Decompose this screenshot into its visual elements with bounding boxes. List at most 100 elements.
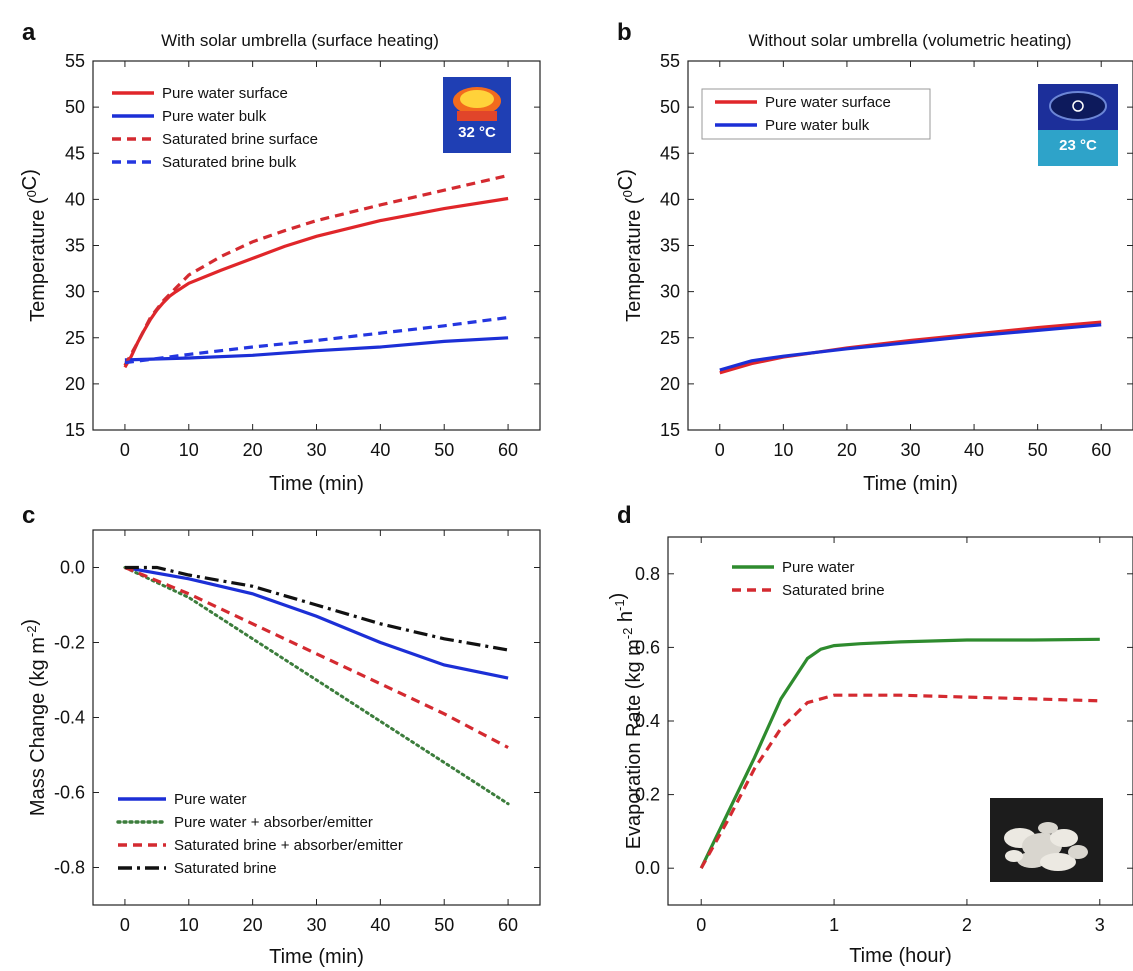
x-tick-label: 30: [306, 915, 326, 935]
panel-letter: b: [617, 19, 632, 46]
salt-crystal: [1068, 845, 1088, 859]
y-tick-label: 0.4: [635, 711, 660, 731]
y-axis-label-superscript: 0: [24, 190, 39, 197]
legend-entry: Saturated brine: [174, 860, 277, 877]
inset-temperature-label: 32 °C: [458, 124, 496, 141]
salt-crystal: [1038, 822, 1058, 834]
y-axis-label-superscript: -2: [24, 626, 39, 638]
y-tick-label: -0.4: [54, 708, 85, 728]
thermal-container-band: [457, 111, 497, 121]
x-tick-label: 20: [243, 440, 263, 460]
series-line-saturated-brine: [124, 565, 509, 652]
crosshair-icon: [1072, 100, 1084, 112]
thermal-container-top: [1049, 91, 1107, 121]
thermal-image-lower: [1038, 130, 1118, 166]
y-tick-label: 45: [660, 143, 680, 163]
y-axis-label-text: C): [19, 169, 41, 190]
x-tick-label: 50: [434, 440, 454, 460]
x-tick-label: 40: [370, 915, 390, 935]
x-tick-label: 10: [773, 440, 793, 460]
legend-entry: Saturated brine surface: [162, 131, 318, 148]
x-axis-label: Time (hour): [849, 945, 952, 967]
y-tick-label: 40: [65, 189, 85, 209]
legend-entry: Pure water bulk: [765, 117, 870, 134]
x-tick-label: 60: [498, 915, 518, 935]
series-line-pure-water: [699, 637, 1100, 869]
y-axis-label-text: C): [615, 169, 637, 190]
series-line-pure-water: [124, 565, 509, 680]
inset-temperature-label: 23 °C: [1059, 137, 1097, 154]
y-axis-label: Evaporation Rate (kg m-2 h-1): [607, 593, 645, 850]
series-line-pure-water-absorber-emitter: [123, 566, 510, 806]
panel-title: Without solar umbrella (volumetric heati…: [748, 31, 1071, 50]
panel-a: a With solar umbrella (surface heating) 0 1…: [19, 19, 541, 495]
x-tick-label: 30: [306, 440, 326, 460]
x-tick-label: 0: [715, 440, 725, 460]
x-tick-label: 20: [243, 915, 263, 935]
thermal-hot-center: [460, 90, 494, 108]
legend-frame: [701, 88, 931, 140]
y-tick-label: 30: [660, 282, 680, 302]
panel-letter: c: [22, 502, 35, 529]
y-tick-label: 0.0: [60, 558, 85, 578]
y-axis-label-text: ): [607, 593, 629, 600]
y-axis-label-text: Temperature (: [623, 197, 645, 322]
y-tick-label: 15: [65, 420, 85, 440]
x-tick-label: 30: [900, 440, 920, 460]
panel-d: d 0 1 2 3 0.0 0.2 0.4 0.6 0.8 Time (hour) Evaporati…: [607, 502, 1133, 967]
y-tick-label: 15: [660, 420, 680, 440]
x-tick-label: 50: [1028, 440, 1048, 460]
y-tick-label: 30: [65, 282, 85, 302]
x-tick-label: 10: [179, 440, 199, 460]
x-tick-label: 10: [179, 915, 199, 935]
x-tick-label: 1: [829, 915, 839, 935]
y-tick-label: -0.2: [54, 633, 85, 653]
panel-letter: a: [22, 19, 36, 46]
salt-crystal: [1017, 852, 1047, 868]
y-axis-label: Mass Change (kg m-2): [19, 619, 49, 816]
panel-letter: d: [617, 502, 632, 529]
legend-entry: Pure water surface: [162, 85, 288, 102]
x-tick-label: 50: [434, 915, 454, 935]
y-tick-label: 0.2: [635, 785, 660, 805]
salt-crystal: [1040, 853, 1076, 871]
y-tick-label: 40: [660, 189, 680, 209]
legend-entry: Pure water: [174, 791, 247, 808]
series-line-saturated-brine-bulk: [124, 315, 509, 365]
series-line-saturated-brine: [699, 693, 1100, 869]
x-tick-label: 40: [370, 440, 390, 460]
panel-title: With solar umbrella (surface heating): [161, 31, 439, 50]
y-axis-label-superscript: 0: [620, 190, 635, 197]
y-tick-label: 35: [660, 236, 680, 256]
y-tick-label: 35: [65, 236, 85, 256]
legend-entry: Pure water + absorber/emitter: [174, 814, 373, 831]
y-tick-label: 55: [660, 51, 680, 71]
legend-entry: Saturated brine + absorber/emitter: [174, 837, 403, 854]
legend-entry: Saturated brine: [782, 582, 885, 599]
y-axis-label: Temperature (0C): [19, 169, 49, 322]
y-axis-label-text: h: [615, 611, 637, 628]
y-tick-label: 50: [65, 97, 85, 117]
y-axis-label-text: Temperature (: [27, 197, 49, 322]
legend-entry: Pure water: [782, 559, 855, 576]
legend-entry: Pure water bulk: [162, 108, 267, 125]
x-tick-label: 20: [837, 440, 857, 460]
x-axis-label: Time (min): [863, 473, 958, 495]
y-tick-label: 20: [65, 374, 85, 394]
salt-crystal: [1050, 829, 1078, 847]
y-axis-label-text: ): [19, 619, 41, 626]
salt-crystal: [1005, 850, 1023, 862]
x-tick-label: 0: [696, 915, 706, 935]
y-tick-label: 25: [660, 328, 680, 348]
x-tick-label: 2: [962, 915, 972, 935]
series-line-saturated-brine-surface: [123, 173, 509, 367]
series-line-saturated-brine-absorber-emitter: [124, 566, 509, 749]
y-tick-label: -0.6: [54, 783, 85, 803]
x-axis-label: Time (min): [269, 946, 364, 968]
y-tick-label: 0.8: [635, 564, 660, 584]
panel-c: c 0 10 20 30 40 50 60 0.0 -0.2 -0.4 -0.6 -0.8 Time (m…: [19, 502, 541, 968]
series-line-pure-water-bulk: [124, 336, 509, 362]
y-tick-label: 55: [65, 51, 85, 71]
y-tick-label: 45: [65, 143, 85, 163]
